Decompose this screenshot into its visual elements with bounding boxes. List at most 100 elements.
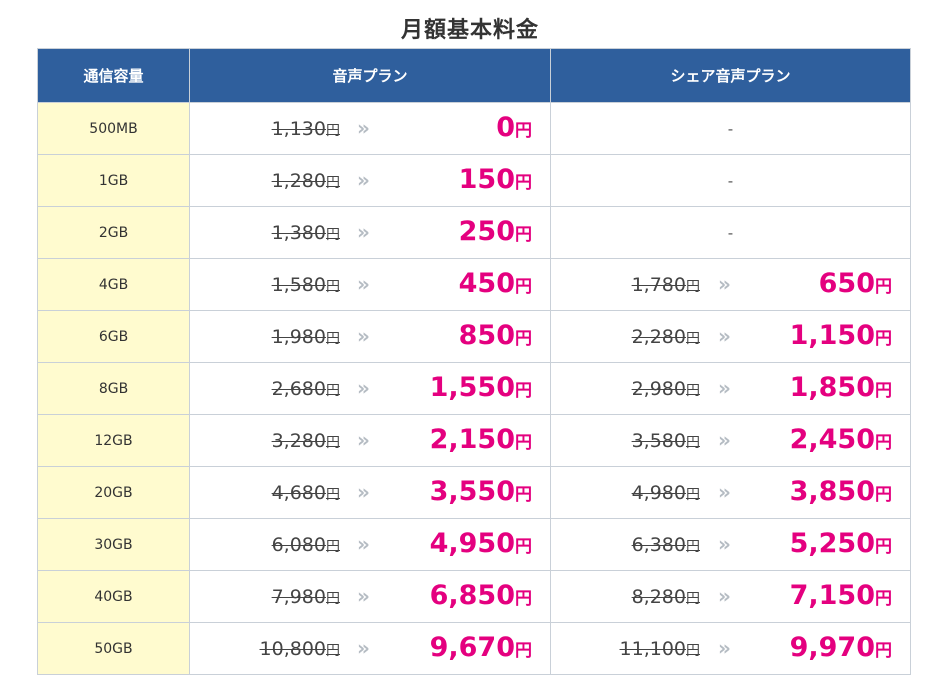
share-price-cell: 6,380円 » 5,250円 <box>550 518 911 571</box>
voice-new-price: 250円 <box>458 216 532 247</box>
voice-old-price: 7,980円 <box>271 586 340 608</box>
double-chevron-right-icon: » <box>718 532 731 556</box>
capacity-cell: 1GB <box>37 154 190 207</box>
voice-new-price: 2,150円 <box>429 424 532 455</box>
share-old-price: 4,980円 <box>631 482 700 504</box>
share-old-price: 6,380円 <box>631 534 700 556</box>
voice-new-price: 150円 <box>458 164 532 195</box>
double-chevron-right-icon: » <box>357 168 370 192</box>
voice-old-price: 1,580円 <box>271 274 340 296</box>
voice-new-price: 3,550円 <box>429 476 532 507</box>
voice-price-cell: 1,280円 » 150円 <box>189 154 551 207</box>
price-table: 通信容量 音声プラン シェア音声プラン 500MB 1,130円 » 0円 -1… <box>37 48 911 675</box>
share-old-price: 3,580円 <box>631 430 700 452</box>
capacity-cell: 20GB <box>37 466 190 519</box>
share-old-price: 2,280円 <box>631 326 700 348</box>
voice-price-cell: 1,980円 » 850円 <box>189 310 551 363</box>
capacity-cell: 500MB <box>37 102 190 155</box>
voice-new-price: 450円 <box>458 268 532 299</box>
capacity-cell: 4GB <box>37 258 190 311</box>
share-price-cell: 4,980円 » 3,850円 <box>550 466 911 519</box>
voice-old-price: 1,280円 <box>271 170 340 192</box>
share-old-price: 11,100円 <box>619 638 700 660</box>
voice-old-price: 1,130円 <box>271 118 340 140</box>
share-old-price: 1,780円 <box>631 274 700 296</box>
double-chevron-right-icon: » <box>357 532 370 556</box>
page-title: 月額基本料金 <box>400 18 539 43</box>
share-new-price: 7,150円 <box>789 580 892 611</box>
share-price-cell: 11,100円 » 9,970円 <box>550 622 911 675</box>
table-row: 500MB 1,130円 » 0円 - <box>37 102 911 155</box>
double-chevron-right-icon: » <box>357 220 370 244</box>
double-chevron-right-icon: » <box>357 324 370 348</box>
double-chevron-right-icon: » <box>357 480 370 504</box>
voice-new-price: 0円 <box>496 112 532 143</box>
share-price-cell: 2,280円 » 1,150円 <box>550 310 911 363</box>
share-new-price: 3,850円 <box>789 476 892 507</box>
voice-price-cell: 1,580円 » 450円 <box>189 258 551 311</box>
double-chevron-right-icon: » <box>357 116 370 140</box>
voice-new-price: 6,850円 <box>429 580 532 611</box>
voice-new-price: 1,550円 <box>429 372 532 403</box>
voice-new-price: 9,670円 <box>429 632 532 663</box>
header-row: 通信容量 音声プラン シェア音声プラン <box>37 48 911 103</box>
voice-price-cell: 2,680円 » 1,550円 <box>189 362 551 415</box>
voice-old-price: 3,280円 <box>271 430 340 452</box>
header-capacity: 通信容量 <box>37 48 190 103</box>
table-row: 30GB 6,080円 » 4,950円 6,380円 » 5,250円 <box>37 518 911 571</box>
double-chevron-right-icon: » <box>357 376 370 400</box>
empty-dash: - <box>727 171 734 190</box>
voice-price-cell: 6,080円 » 4,950円 <box>189 518 551 571</box>
share-price-cell: - <box>550 102 911 155</box>
share-price-cell: 2,980円 » 1,850円 <box>550 362 911 415</box>
double-chevron-right-icon: » <box>718 272 731 296</box>
voice-old-price: 6,080円 <box>271 534 340 556</box>
double-chevron-right-icon: » <box>718 428 731 452</box>
voice-price-cell: 1,380円 » 250円 <box>189 206 551 259</box>
share-price-cell: - <box>550 154 911 207</box>
capacity-cell: 30GB <box>37 518 190 571</box>
double-chevron-right-icon: » <box>718 584 731 608</box>
double-chevron-right-icon: » <box>718 324 731 348</box>
capacity-cell: 2GB <box>37 206 190 259</box>
share-new-price: 1,850円 <box>789 372 892 403</box>
voice-price-cell: 4,680円 » 3,550円 <box>189 466 551 519</box>
capacity-cell: 12GB <box>37 414 190 467</box>
voice-price-cell: 10,800円 » 9,670円 <box>189 622 551 675</box>
share-new-price: 9,970円 <box>789 632 892 663</box>
voice-new-price: 4,950円 <box>429 528 532 559</box>
table-row: 1GB 1,280円 » 150円 - <box>37 154 911 207</box>
double-chevron-right-icon: » <box>718 480 731 504</box>
voice-old-price: 2,680円 <box>271 378 340 400</box>
capacity-cell: 8GB <box>37 362 190 415</box>
empty-dash: - <box>727 223 734 242</box>
share-price-cell: - <box>550 206 911 259</box>
voice-old-price: 1,380円 <box>271 222 340 244</box>
share-new-price: 2,450円 <box>789 424 892 455</box>
double-chevron-right-icon: » <box>357 272 370 296</box>
table-row: 40GB 7,980円 » 6,850円 8,280円 » 7,150円 <box>37 570 911 623</box>
double-chevron-right-icon: » <box>718 376 731 400</box>
voice-price-cell: 3,280円 » 2,150円 <box>189 414 551 467</box>
share-price-cell: 1,780円 » 650円 <box>550 258 911 311</box>
table-row: 50GB 10,800円 » 9,670円 11,100円 » 9,970円 <box>37 622 911 675</box>
voice-price-cell: 7,980円 » 6,850円 <box>189 570 551 623</box>
table-row: 2GB 1,380円 » 250円 - <box>37 206 911 259</box>
voice-old-price: 1,980円 <box>271 326 340 348</box>
voice-old-price: 4,680円 <box>271 482 340 504</box>
capacity-cell: 50GB <box>37 622 190 675</box>
double-chevron-right-icon: » <box>357 584 370 608</box>
table-row: 20GB 4,680円 » 3,550円 4,980円 » 3,850円 <box>37 466 911 519</box>
table-row: 8GB 2,680円 » 1,550円 2,980円 » 1,850円 <box>37 362 911 415</box>
share-new-price: 1,150円 <box>789 320 892 351</box>
share-new-price: 650円 <box>818 268 892 299</box>
double-chevron-right-icon: » <box>357 428 370 452</box>
voice-old-price: 10,800円 <box>259 638 340 660</box>
table-row: 4GB 1,580円 » 450円 1,780円 » 650円 <box>37 258 911 311</box>
header-voice-plan: 音声プラン <box>189 48 551 103</box>
share-new-price: 5,250円 <box>789 528 892 559</box>
table-row: 12GB 3,280円 » 2,150円 3,580円 » 2,450円 <box>37 414 911 467</box>
table-row: 6GB 1,980円 » 850円 2,280円 » 1,150円 <box>37 310 911 363</box>
header-share-voice-plan: シェア音声プラン <box>550 48 911 103</box>
share-old-price: 2,980円 <box>631 378 700 400</box>
